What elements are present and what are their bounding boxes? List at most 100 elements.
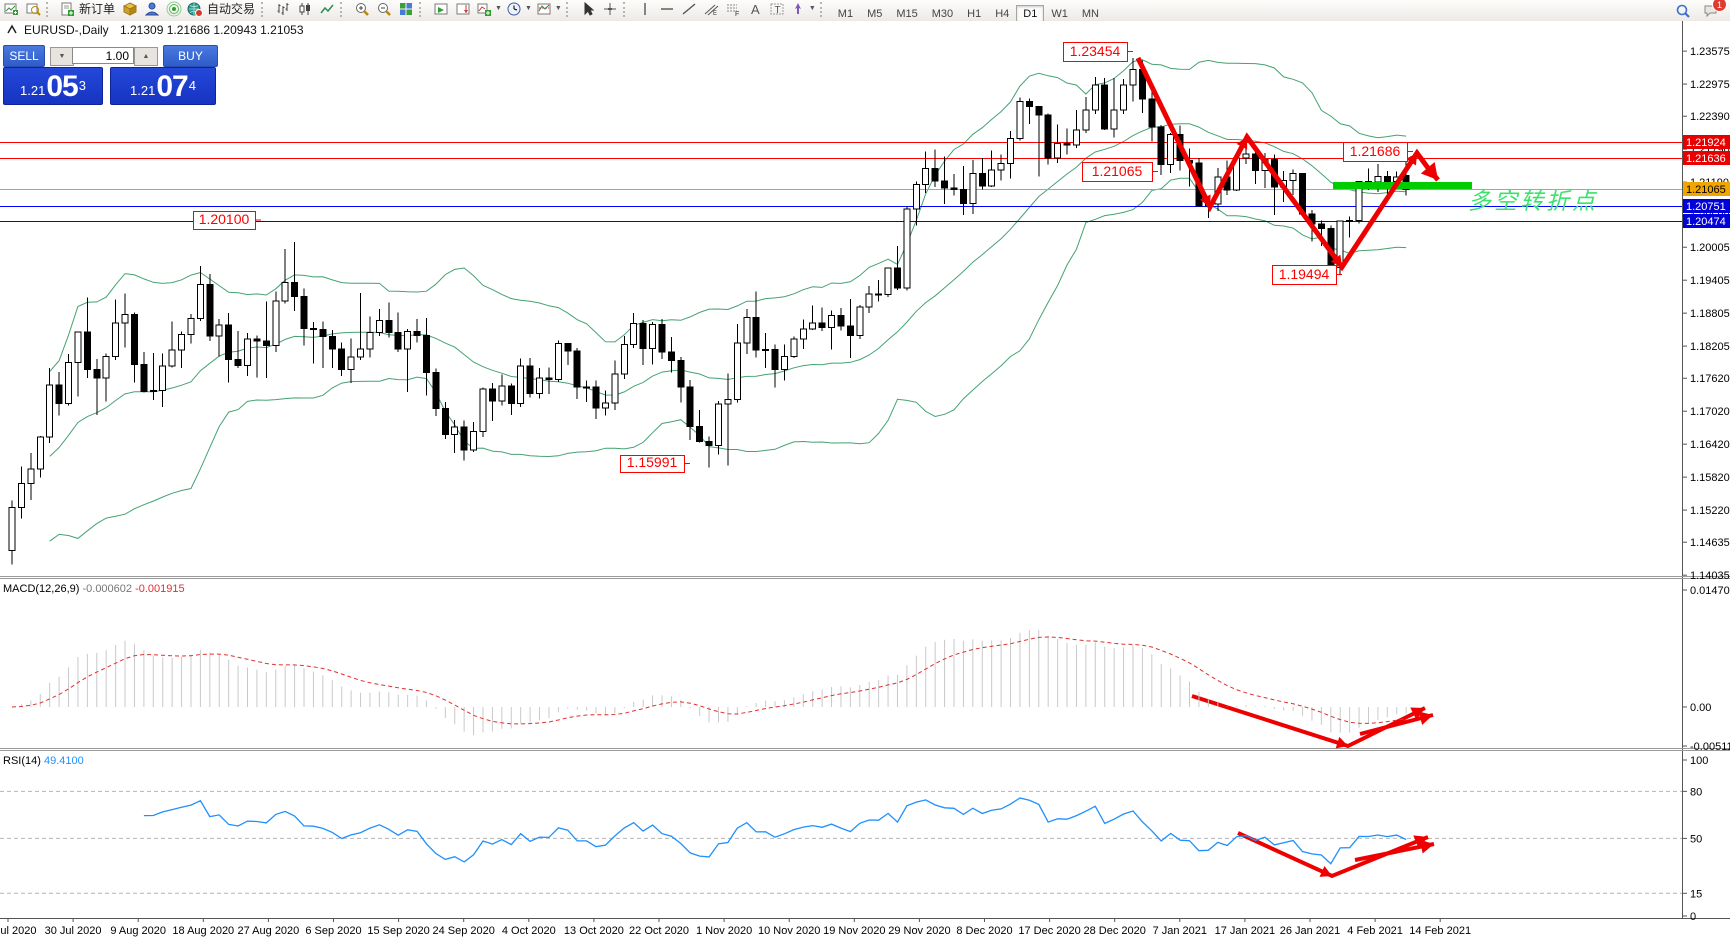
candle	[526, 365, 534, 395]
candle	[93, 368, 101, 379]
timeframe-h1-button[interactable]: H1	[960, 5, 988, 22]
annotations: 多空转折点 1.23454 1.21686 1.21065 1.20100 1.19494…	[193, 42, 1730, 879]
candle	[413, 331, 421, 336]
cube-icon	[122, 1, 138, 16]
bar-chart-button[interactable]	[272, 0, 294, 18]
candle	[1317, 223, 1325, 229]
auto-arrange-button[interactable]	[430, 0, 452, 18]
chevron-down-icon: ▼	[808, 5, 816, 12]
rsi-indicator: RSI(14) 49.4100 100 80 50 15 0	[3, 755, 1708, 923]
timeframe-h4-button[interactable]: H4	[988, 5, 1016, 22]
trend-arrow[interactable]	[1135, 56, 1440, 272]
macd-axis-label: 0.00	[1690, 702, 1711, 714]
candle	[903, 208, 911, 289]
trend-arrow[interactable]	[1354, 839, 1435, 862]
candle	[762, 349, 770, 352]
horizontal-line-button[interactable]	[656, 0, 678, 18]
cursor-button[interactable]	[577, 0, 599, 18]
volume-decrease-button[interactable]: ▼	[50, 47, 74, 66]
time-axis[interactable]: 21 Jul 2020 30 Jul 2020 9 Aug 2020 18 Aug 2…	[0, 918, 1471, 937]
candle	[809, 322, 817, 330]
price-tag-1.20100[interactable]: 1.20100	[193, 211, 262, 230]
auto-trading-button[interactable]: 自动交易	[185, 0, 259, 18]
candle	[583, 386, 591, 389]
arrows-button[interactable]: ▼	[788, 0, 818, 18]
candle	[281, 282, 289, 302]
candle	[1101, 84, 1109, 130]
price-tag-1.21686[interactable]: 1.21686	[1343, 142, 1414, 162]
timeframe-m5-button[interactable]: M5	[860, 5, 889, 22]
data-window-button[interactable]	[141, 0, 163, 18]
candle	[564, 343, 572, 352]
timeframe-m30-button[interactable]: M30	[925, 5, 960, 22]
trend-arrow[interactable]	[1191, 694, 1426, 749]
equidistant-channel-button[interactable]: E	[700, 0, 722, 18]
price-tag-1.23454[interactable]: 1.23454	[1063, 42, 1134, 62]
candle	[187, 317, 195, 335]
chart-shift-button[interactable]	[452, 0, 474, 18]
price-tag-1.19494[interactable]: 1.19494	[1272, 265, 1343, 285]
notifications-button[interactable]: 1	[1700, 0, 1727, 20]
candle	[686, 386, 694, 428]
time-axis-label: 15 Sep 2020	[367, 925, 429, 937]
price-tag-1.21065[interactable]: 1.21065	[1082, 162, 1159, 182]
volume-input[interactable]: 1.00	[72, 47, 134, 64]
candle	[1054, 143, 1062, 159]
volume-increase-button[interactable]: ▲	[134, 47, 158, 66]
candle	[27, 468, 35, 485]
profiles-button[interactable]	[22, 0, 44, 18]
trend-icon	[682, 2, 696, 15]
line-chart-button[interactable]	[316, 0, 338, 18]
trendline-button[interactable]	[678, 0, 700, 18]
new-order-button[interactable]: 新订单	[57, 0, 119, 18]
timeframe-d1-button[interactable]: D1	[1016, 5, 1045, 22]
candle	[884, 267, 892, 296]
timeframe-mn-button[interactable]: MN	[1075, 5, 1106, 22]
new-chart-button[interactable]	[0, 0, 22, 18]
timeframe-m1-button[interactable]: M1	[831, 5, 860, 22]
zoom-out-button[interactable]	[373, 0, 395, 18]
candle	[234, 359, 242, 367]
vertical-line-button[interactable]	[634, 0, 656, 18]
tile-windows-button[interactable]	[395, 0, 417, 18]
note-text[interactable]: 多空转折点	[1468, 188, 1598, 214]
toolbar-separator	[622, 1, 632, 17]
text-a-icon: A	[751, 2, 760, 17]
crosshair-button[interactable]	[599, 0, 621, 18]
chart-frame	[0, 21, 1730, 919]
templates-button[interactable]: ▼	[534, 0, 564, 18]
candle	[244, 338, 251, 367]
price-axis[interactable]: 1.235751.229751.223901.217901.211901.205…	[1682, 46, 1730, 582]
fibonacci-button[interactable]: F	[722, 0, 744, 18]
sell-button[interactable]: SELL	[3, 45, 45, 67]
timeframe-m15-button[interactable]: M15	[889, 5, 924, 22]
periods-button[interactable]: ▼	[504, 0, 534, 18]
zoom-in-button[interactable]	[351, 0, 373, 18]
candlestick-chart-button[interactable]	[294, 0, 316, 18]
toolbar-separator	[340, 1, 349, 17]
signals-button[interactable]	[163, 0, 185, 18]
support-trendline[interactable]	[1333, 182, 1472, 189]
one-click-trading-panel: SELL ▼ 1.00 ▲ BUY 1.21 05 3 1.21 07 4	[3, 45, 218, 105]
candle	[46, 384, 54, 438]
bars-chart-icon	[277, 2, 289, 15]
search-button[interactable]	[1672, 1, 1694, 20]
price-tag-1.15991[interactable]: 1.15991	[620, 454, 691, 473]
candle	[479, 388, 487, 433]
indicators-button[interactable]: ▼	[474, 0, 504, 18]
text-label-button[interactable]: T	[766, 0, 788, 18]
market-watch-button[interactable]	[119, 0, 141, 18]
rsi-label: RSI(14) 49.4100	[3, 755, 84, 767]
candle	[959, 188, 967, 205]
profiles-icon	[26, 3, 41, 16]
trend-arrow[interactable]	[1359, 711, 1434, 736]
ask-price[interactable]: 1.21 07 4	[110, 67, 216, 105]
candle	[253, 338, 261, 342]
timeframe-w1-button[interactable]: W1	[1044, 5, 1075, 22]
text-button[interactable]: A	[744, 0, 766, 18]
buy-button[interactable]: BUY	[163, 45, 218, 67]
main-toolbar: 新订单 自动交易 ▼ ▼ ▼ E F A T ▼ M1 M5 M15 M30 H1 H4 D1 W1 MN 1	[0, 0, 1730, 22]
svg-text:1.19494: 1.19494	[1279, 266, 1330, 282]
bid-price[interactable]: 1.21 05 3	[3, 67, 103, 105]
